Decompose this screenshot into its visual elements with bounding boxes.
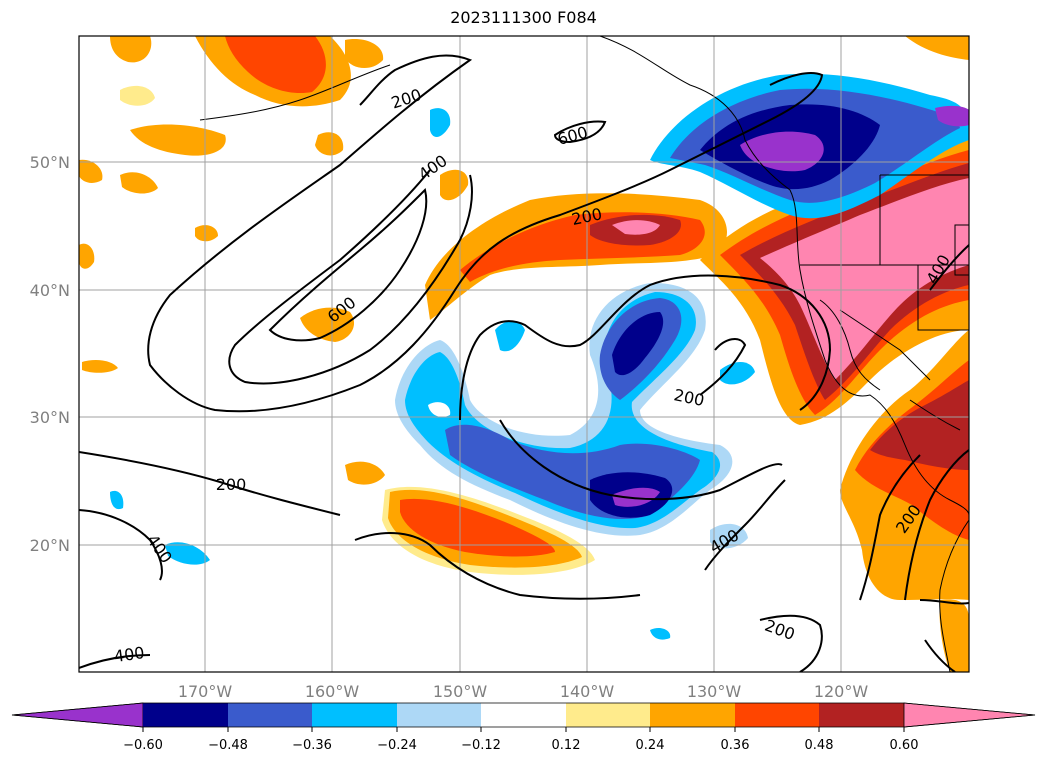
height-contours <box>79 54 969 672</box>
warm-region <box>195 225 218 242</box>
warm-region <box>79 159 103 183</box>
warm-region <box>225 36 326 94</box>
colorbar-segment <box>481 703 566 727</box>
colorbar-tick: 0.48 <box>805 738 834 753</box>
warm-region <box>130 124 226 156</box>
colorbar-tick: −0.48 <box>208 738 248 753</box>
cold-region <box>495 321 525 352</box>
warm-region <box>612 220 660 235</box>
warm-region <box>345 461 385 485</box>
cold-region <box>612 487 660 507</box>
shaded-field <box>79 36 969 672</box>
warm-region <box>345 39 384 69</box>
cold-region <box>710 523 748 549</box>
colorbar-tick: 0.60 <box>890 738 919 753</box>
warm-region <box>905 36 969 60</box>
contour-label: 200 <box>216 475 247 494</box>
cold-region <box>935 105 969 127</box>
lon-label: 130°W <box>687 682 742 701</box>
cold-region <box>110 490 124 510</box>
colorbar-tick: −0.24 <box>377 738 417 753</box>
warm-region <box>760 178 969 380</box>
lon-label: 170°W <box>178 682 233 701</box>
colorbar-segment <box>735 703 819 727</box>
contour-label: 400 <box>113 643 146 666</box>
warm-region <box>82 360 118 373</box>
lat-label: 40°N <box>30 281 70 300</box>
colorbar-extend-min <box>11 702 144 728</box>
lon-label: 120°W <box>814 682 869 701</box>
colorbar-segment <box>397 703 481 727</box>
lat-label: 50°N <box>30 153 70 172</box>
lat-label: 30°N <box>30 408 70 427</box>
longitude-labels: 170°W 160°W 150°W 140°W 130°W 120°W <box>178 682 869 701</box>
colorbar-segment <box>312 703 397 727</box>
colorbar-tick: −0.12 <box>461 738 501 753</box>
colorbar-extend-max <box>903 702 1036 728</box>
colorbar-segment <box>228 703 312 727</box>
cold-region <box>428 402 451 417</box>
colorbar-tick: 0.24 <box>636 738 665 753</box>
cold-region <box>430 108 451 137</box>
lon-label: 150°W <box>433 682 488 701</box>
map-title: 2023111300 F084 <box>450 8 597 27</box>
colorbar: −0.60 −0.48 −0.36 −0.24 −0.12 0.12 0.24 … <box>11 702 1036 753</box>
colorbar-segment <box>566 703 650 727</box>
colorbar-segment <box>819 703 904 727</box>
lon-label: 160°W <box>305 682 360 701</box>
warm-region <box>79 243 95 269</box>
warm-region <box>120 85 155 106</box>
colorbar-tick: 0.12 <box>552 738 581 753</box>
cold-region <box>650 627 671 640</box>
lon-label: 140°W <box>560 682 615 701</box>
colorbar-tick: −0.36 <box>292 738 332 753</box>
colorbar-tick: −0.60 <box>123 738 163 753</box>
gridlines <box>79 36 969 672</box>
warm-region <box>120 172 158 194</box>
plot-frame <box>78 35 970 673</box>
warm-region <box>300 307 355 342</box>
cold-region <box>740 131 824 172</box>
warm-region <box>400 498 555 557</box>
lat-label: 20°N <box>30 536 70 555</box>
cold-region <box>165 542 210 565</box>
latitude-labels: 50°N 40°N 30°N 20°N <box>30 153 70 555</box>
warm-region <box>440 169 469 201</box>
warm-region <box>870 380 969 470</box>
warm-region <box>110 36 152 63</box>
colorbar-segment <box>650 703 735 727</box>
cold-region <box>612 312 664 376</box>
colorbar-tick: 0.36 <box>721 738 750 753</box>
colorbar-segment <box>143 703 228 727</box>
warm-region <box>315 132 344 156</box>
